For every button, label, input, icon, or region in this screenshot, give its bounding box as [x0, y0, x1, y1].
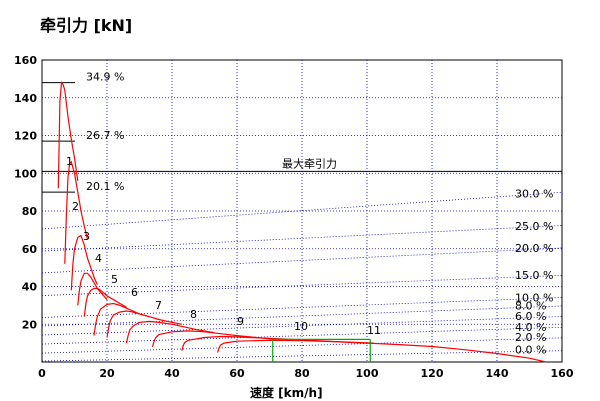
- gear-label-11: 11: [367, 324, 381, 337]
- startup-marker-label: 34.9 %: [86, 71, 124, 84]
- x-tick-label: 0: [38, 367, 46, 380]
- slope-label: 0.0 %: [515, 344, 546, 357]
- y-tick-label: 140: [14, 92, 37, 105]
- gear-curve-3: [70, 234, 98, 291]
- gear-curve-2: [64, 160, 89, 264]
- slope-label: 4.0 %: [515, 321, 546, 334]
- y-tick-label: 40: [22, 281, 38, 294]
- x-tick-label: 40: [164, 367, 180, 380]
- gear-label-10: 10: [294, 320, 308, 333]
- gear-label-7: 7: [155, 299, 162, 312]
- x-tick-label: 20: [99, 367, 115, 380]
- y-tick-label: 20: [22, 318, 38, 331]
- max-traction-label: 最大牵引力: [282, 156, 337, 170]
- y-tick-label: 60: [22, 243, 38, 256]
- gear-label-3: 3: [83, 230, 90, 243]
- y-tick-label: 120: [14, 130, 37, 143]
- gear-curve-5: [83, 287, 127, 317]
- y-tick-label: 80: [22, 205, 38, 218]
- gear-label-1: 1: [66, 155, 73, 168]
- gear-curve-4: [77, 272, 108, 306]
- x-tick-label: 120: [421, 367, 444, 380]
- gear-curve-9: [151, 330, 277, 348]
- startup-marker-label: 26.7 %: [86, 129, 124, 142]
- gear-label-8: 8: [190, 308, 197, 321]
- slope-label: 10.0 %: [515, 291, 553, 304]
- gear-label-9: 9: [237, 315, 244, 328]
- slope-label: 20.0 %: [515, 242, 553, 255]
- startup-marker-label: 20.1 %: [86, 180, 124, 193]
- x-axis-label: 速度 [km/h]: [250, 386, 323, 400]
- gear-label-4: 4: [95, 252, 102, 265]
- gear-curve-1: [57, 81, 79, 189]
- slope-label: 6.0 %: [515, 310, 546, 323]
- slope-label: 25.0 %: [515, 220, 553, 233]
- slope-label: 15.0 %: [515, 269, 553, 282]
- gear-curve-8: [125, 320, 215, 344]
- slope-label: 2.0 %: [515, 331, 546, 344]
- gear-label-2: 2: [72, 200, 79, 213]
- x-tick-label: 60: [229, 367, 245, 380]
- x-tick-label: 80: [294, 367, 310, 380]
- x-tick-label: 100: [356, 367, 379, 380]
- x-tick-label: 160: [551, 367, 574, 380]
- gear-curve-7: [106, 310, 182, 338]
- x-tick-label: 140: [486, 367, 509, 380]
- gear-curve-11: [216, 339, 546, 363]
- slope-label: 8.0 %: [515, 300, 546, 313]
- gear-curve-6: [93, 302, 150, 336]
- gear-label-5: 5: [111, 273, 118, 286]
- gear-label-6: 6: [131, 286, 138, 299]
- slope-label: 30.0 %: [515, 188, 553, 201]
- y-tick-label: 160: [14, 54, 37, 67]
- chart-title: 牵引力 [kN]: [40, 16, 133, 35]
- y-tick-label: 100: [14, 167, 37, 180]
